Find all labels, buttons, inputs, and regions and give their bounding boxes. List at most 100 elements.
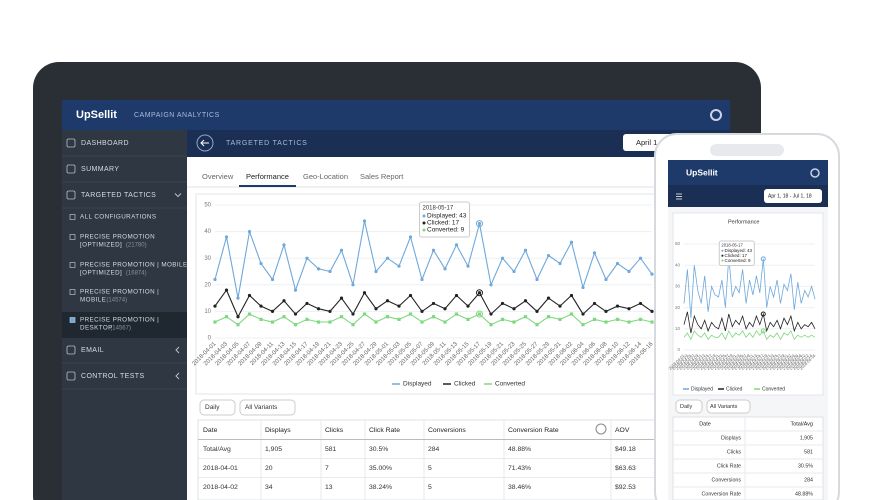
point <box>466 264 470 268</box>
point <box>558 261 562 266</box>
phone-interval[interactable]: Daily <box>680 404 692 410</box>
tab[interactable]: Sales Report <box>360 172 404 181</box>
tooltip-swatch <box>721 259 724 262</box>
phone-cell: 48.88% <box>795 491 813 497</box>
checkbox[interactable] <box>69 234 76 240</box>
series-line <box>683 256 816 319</box>
y-tick-label: 0 <box>677 347 680 352</box>
hover-point <box>476 289 483 297</box>
phone-top-bar <box>668 160 828 185</box>
legend-label[interactable]: Clicked <box>726 386 743 392</box>
settings-icon[interactable] <box>710 109 722 121</box>
point <box>523 248 528 252</box>
legend-label[interactable]: Displayed <box>403 381 432 388</box>
phone-variants[interactable] <box>706 399 751 414</box>
menu-item[interactable]: PRECISE PROMOTION | <box>80 317 159 324</box>
point <box>362 312 367 316</box>
cell: 38.46% <box>508 484 531 491</box>
y-tick-label: 40 <box>204 229 211 235</box>
page-title: TARGETED TACTICS <box>226 140 308 147</box>
point <box>615 317 620 321</box>
cell: 30.5% <box>369 446 388 453</box>
cell: 38.24% <box>369 484 392 491</box>
tab[interactable]: Overview <box>202 172 234 181</box>
active-item <box>62 312 187 338</box>
table-frame <box>197 419 657 500</box>
menu-item[interactable]: CONTROL TESTS <box>81 373 145 380</box>
point <box>604 309 608 313</box>
point <box>293 323 298 327</box>
point <box>270 277 275 282</box>
point <box>512 320 516 324</box>
point <box>247 293 252 298</box>
point <box>627 307 631 311</box>
point <box>408 235 413 239</box>
menu-item[interactable]: PRECISE PROMOTION <box>80 234 155 241</box>
phone-cell: 1,905 <box>800 435 813 441</box>
menu-item[interactable]: PRECISE PROMOTION | MOBILE <box>80 262 188 269</box>
menu-item[interactable]: TARGETED TACTICS <box>81 192 156 199</box>
point <box>558 304 562 308</box>
phone-view[interactable]: Performance <box>728 219 760 225</box>
y-tick-label: 10 <box>675 326 681 331</box>
point <box>282 243 286 247</box>
legend-label[interactable]: Converted <box>762 386 785 392</box>
point <box>650 309 654 313</box>
phone-cell: 581 <box>804 449 813 455</box>
point <box>385 315 390 319</box>
menu-count: (16874) <box>126 271 147 277</box>
sort-toggle[interactable] <box>595 423 607 435</box>
hover-point <box>760 328 766 334</box>
menu-item[interactable]: PRECISE PROMOTION | <box>80 289 159 296</box>
point <box>592 251 597 255</box>
y-tick-label: 50 <box>204 203 211 209</box>
menu-item[interactable]: SUMMARY <box>81 166 119 173</box>
y-tick-label: 0 <box>208 336 212 342</box>
point <box>316 267 321 271</box>
interval[interactable]: Daily <box>205 404 220 411</box>
back-button[interactable] <box>196 134 214 152</box>
cell: 13 <box>325 484 333 491</box>
point <box>362 291 367 295</box>
checkbox[interactable] <box>69 317 76 323</box>
point <box>339 296 344 300</box>
point <box>397 304 401 308</box>
phone-cell: Displays <box>721 435 741 441</box>
point <box>397 264 401 268</box>
point <box>316 307 321 311</box>
interval-dropdown[interactable] <box>199 399 236 416</box>
column-header: Clicks <box>325 427 344 434</box>
point <box>477 222 482 226</box>
point <box>500 317 505 321</box>
phone-interval[interactable] <box>675 399 703 414</box>
legend-label[interactable]: Converted <box>495 381 525 388</box>
cell: 284 <box>428 446 440 453</box>
menu-item[interactable]: ALL CONFIGURATIONS <box>80 214 156 221</box>
column-header: Date <box>203 427 218 434</box>
point <box>466 304 470 308</box>
checkbox[interactable] <box>69 262 76 268</box>
tab[interactable]: Performance <box>246 172 289 181</box>
point <box>581 312 585 316</box>
variants-dropdown[interactable] <box>239 399 296 416</box>
point <box>569 312 574 316</box>
variants[interactable]: All Variants <box>245 404 278 411</box>
tab[interactable]: Geo-Location <box>303 172 348 181</box>
menu-item[interactable]: DASHBOARD <box>81 140 129 147</box>
phone-cell: 30.5% <box>798 463 813 469</box>
tooltip-line: Converted: 9 <box>427 227 465 234</box>
point <box>489 283 493 287</box>
phone-cell: Conversion Rate <box>702 491 742 497</box>
phone-variants[interactable]: All Variants <box>710 404 738 410</box>
checkbox[interactable] <box>69 289 76 295</box>
phone-date-picker[interactable] <box>764 189 822 203</box>
menu-item[interactable]: EMAIL <box>81 347 104 354</box>
phone-hamburger[interactable] <box>676 193 682 200</box>
checkbox[interactable] <box>69 214 76 220</box>
point <box>615 304 620 308</box>
legend-label[interactable]: Clicked <box>454 381 476 388</box>
phone-settings[interactable] <box>810 168 820 178</box>
legend-label[interactable]: Displayed <box>691 386 713 392</box>
point <box>512 269 516 274</box>
point <box>650 272 654 276</box>
